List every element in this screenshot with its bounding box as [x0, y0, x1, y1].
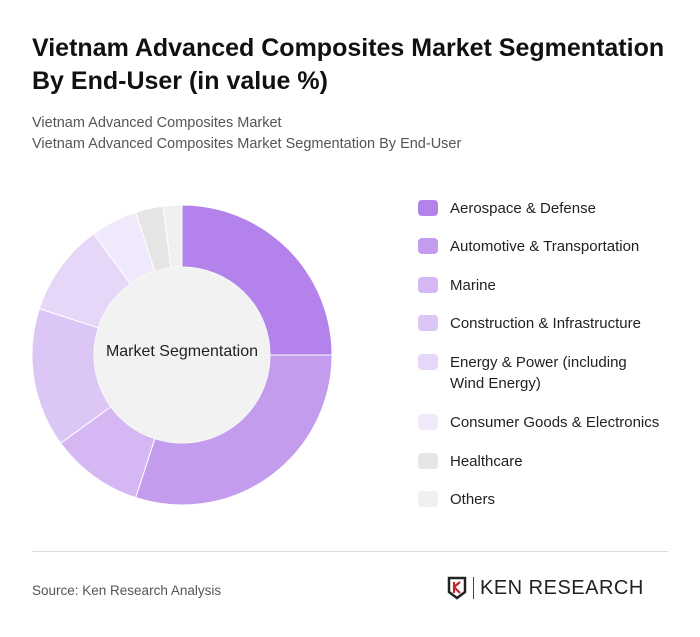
legend-item[interactable]: Others [418, 489, 495, 510]
legend-item[interactable]: Marine [418, 275, 496, 296]
chart-title: Vietnam Advanced Composites Market Segme… [32, 34, 665, 95]
divider [32, 551, 668, 552]
legend-item[interactable]: Automotive & Transportation [418, 236, 639, 257]
legend-swatch [418, 238, 438, 254]
source-note: Source: Ken Research Analysis [32, 583, 222, 598]
legend-swatch [418, 354, 438, 370]
logo-shield-icon [447, 576, 467, 600]
donut-chart [31, 204, 333, 506]
legend-item[interactable]: Aerospace & Defense [418, 198, 596, 219]
legend-swatch [418, 200, 438, 216]
logo-text: KEN RESEARCH [480, 576, 644, 599]
legend-label: Healthcare [450, 453, 523, 470]
legend-label: Consumer Goods & Electronics [450, 414, 660, 431]
legend-item[interactable]: Construction & Infrastructure [418, 313, 641, 334]
ken-research-logo: KEN RESEARCH [447, 576, 644, 600]
legend-swatch [418, 453, 438, 469]
legend-swatch [418, 277, 438, 293]
legend-label: Energy & Power (including Wind Energy) [450, 354, 627, 392]
donut-center-label: Market Segmentation [105, 343, 259, 360]
legend-label: Others [450, 491, 496, 508]
subtitle-segmentation: Vietnam Advanced Composites Market Segme… [32, 136, 462, 152]
donut-hole [94, 267, 270, 443]
legend-label: Construction & Infrastructure [450, 315, 641, 332]
subtitle-market: Vietnam Advanced Composites Market [32, 115, 282, 131]
legend-swatch [418, 315, 438, 331]
legend-swatch [418, 414, 438, 430]
legend-label: Marine [450, 277, 496, 294]
legend-label: Aerospace & Defense [450, 200, 596, 217]
legend-item[interactable]: Consumer Goods & Electronics [418, 412, 659, 433]
legend-item[interactable]: Healthcare [418, 451, 523, 472]
legend-item[interactable]: Energy & Power (including Wind Energy) [418, 352, 650, 394]
legend-label: Automotive & Transportation [450, 238, 640, 255]
legend-swatch [418, 491, 438, 507]
